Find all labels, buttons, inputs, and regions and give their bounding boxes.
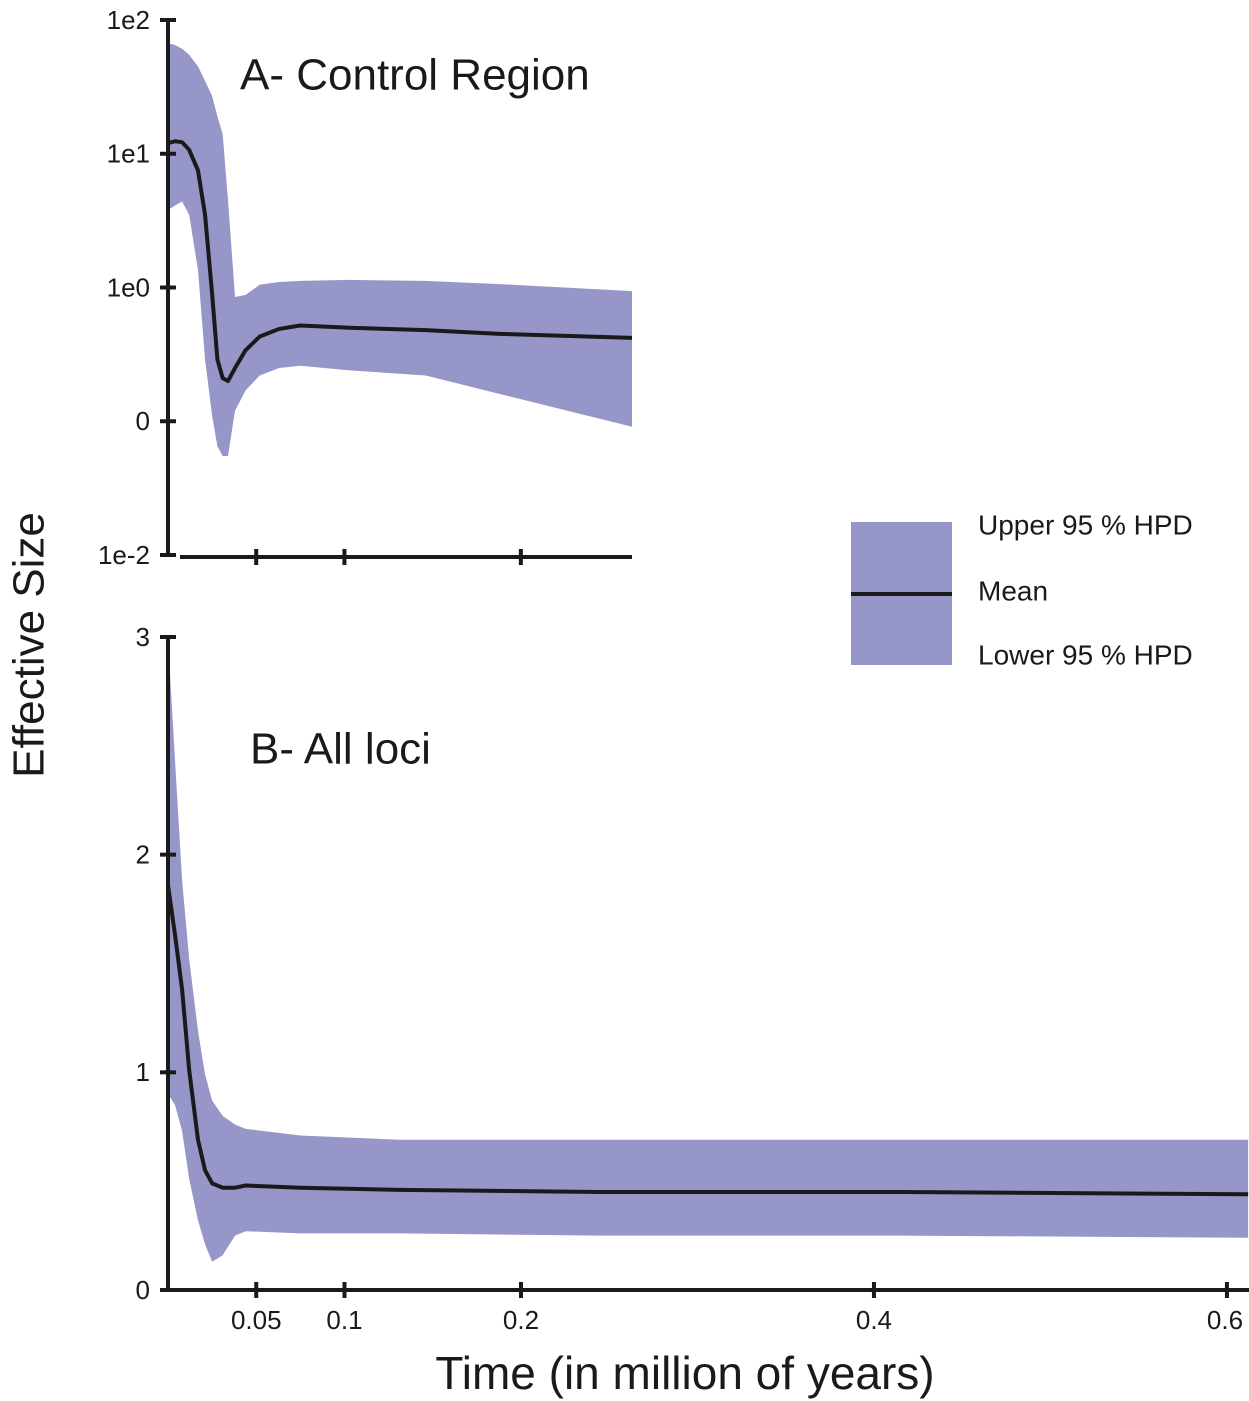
y-tick-label: 1e1 — [107, 139, 150, 169]
y-tick-label: 0 — [136, 1275, 150, 1305]
x-tick-label: 0.05 — [231, 1305, 282, 1335]
y-tick-label: 1e-2 — [98, 540, 150, 570]
y-tick-label: 3 — [136, 622, 150, 652]
mean-line — [166, 884, 1249, 1197]
panel-annotation: B- All loci — [250, 725, 431, 774]
hpd-band — [168, 43, 632, 456]
hpd-band — [168, 639, 1249, 1262]
panel-annotation: A- Control Region — [240, 51, 590, 100]
legend-label: Mean — [978, 575, 1048, 606]
y-tick-label: 1 — [136, 1057, 150, 1087]
x-tick-label: 0.6 — [1207, 1305, 1243, 1335]
x-tick-label: 0.1 — [326, 1305, 362, 1335]
x-axis-label: Time (in million of years) — [435, 1347, 934, 1399]
legend-label: Upper 95 % HPD — [978, 509, 1193, 540]
x-tick-label: 0.4 — [856, 1305, 892, 1335]
legend-label: Lower 95 % HPD — [978, 639, 1193, 670]
y-tick-label: 1e2 — [107, 5, 150, 35]
y-tick-label: 0 — [136, 406, 150, 436]
mean-line — [167, 139, 633, 383]
x-tick-label: 0.2 — [503, 1305, 539, 1335]
y-tick-label: 2 — [136, 840, 150, 870]
y-axis-label: Effective Size — [5, 512, 54, 778]
y-tick-label: 1e0 — [107, 272, 150, 302]
